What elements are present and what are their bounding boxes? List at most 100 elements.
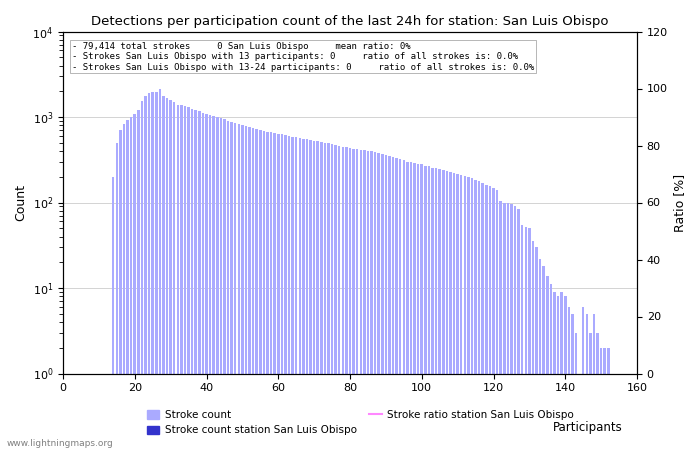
Bar [442,170,444,450]
Bar [384,155,387,450]
Bar [395,158,398,450]
Bar [463,176,466,450]
Text: www.lightningmaps.org: www.lightningmaps.org [7,439,113,448]
Bar [381,154,384,450]
Bar [561,292,563,450]
Y-axis label: Ratio [%]: Ratio [%] [673,173,687,232]
Bar [410,162,412,450]
Bar [453,173,455,450]
Bar [546,275,549,450]
Bar [209,115,211,450]
Bar [367,151,369,450]
Bar [298,138,301,450]
Bar [151,92,154,450]
Bar [524,227,527,450]
Bar [288,136,290,450]
Bar [262,131,265,450]
Bar [198,111,201,450]
Bar [159,90,161,450]
Bar [564,296,566,450]
Bar [460,176,463,450]
Bar [338,146,340,450]
Bar [456,174,459,450]
Bar [237,124,240,450]
Bar [431,168,434,450]
Bar [230,122,233,450]
Bar [475,180,477,450]
Bar [144,95,147,450]
Bar [352,149,355,450]
Bar [499,201,502,450]
Bar [507,203,509,450]
Bar [169,99,172,450]
Bar [578,374,581,450]
Bar [227,121,230,450]
Bar [402,161,405,450]
Bar [585,314,588,450]
Bar [571,314,574,450]
Bar [542,266,545,450]
Bar [582,307,584,450]
Bar [313,140,316,450]
Bar [470,178,473,450]
Bar [363,150,365,450]
Bar [252,128,254,450]
Bar [489,186,491,450]
Bar [291,137,294,450]
Bar [424,166,426,450]
Bar [173,102,176,450]
Bar [449,172,452,450]
Bar [234,123,237,450]
Bar [245,126,247,450]
Bar [603,348,606,450]
Bar [137,110,139,450]
Bar [126,120,129,450]
Bar [116,144,118,450]
Bar [331,144,333,450]
Bar [295,137,298,450]
Bar [302,139,304,450]
Bar [467,177,470,450]
Bar [320,142,323,450]
Text: - 79,414 total strokes     0 San Luis Obispo     mean ratio: 0%
- Strokes San Lu: - 79,414 total strokes 0 San Luis Obispo… [71,42,534,72]
Bar [556,296,559,450]
Bar [345,148,348,450]
Bar [377,153,380,450]
Bar [568,307,570,450]
Bar [309,140,312,450]
Bar [446,171,448,450]
Bar [180,105,183,450]
Legend: Stroke count, Stroke count station San Luis Obispo, Stroke ratio station San Lui: Stroke count, Stroke count station San L… [143,406,578,440]
Bar [503,202,505,450]
Bar [492,188,495,450]
Bar [428,166,430,450]
Bar [256,129,258,450]
Bar [195,110,197,450]
Bar [417,164,419,450]
Bar [216,117,218,450]
Bar [421,164,423,450]
Bar [112,177,115,450]
Bar [122,124,125,450]
Bar [482,183,484,450]
Bar [316,141,319,450]
Bar [528,228,531,450]
Bar [281,134,283,450]
Bar [575,333,577,450]
Bar [141,101,144,450]
Bar [607,348,610,450]
Bar [399,159,402,450]
Bar [510,204,512,450]
Bar [134,114,136,450]
Bar [389,156,391,450]
Bar [323,143,326,450]
Bar [485,184,488,450]
Text: Participants: Participants [553,421,623,434]
Bar [521,225,524,450]
Bar [374,153,377,450]
Bar [202,113,204,450]
Bar [327,144,330,450]
Bar [478,181,480,450]
Bar [188,107,190,450]
Bar [259,130,262,450]
